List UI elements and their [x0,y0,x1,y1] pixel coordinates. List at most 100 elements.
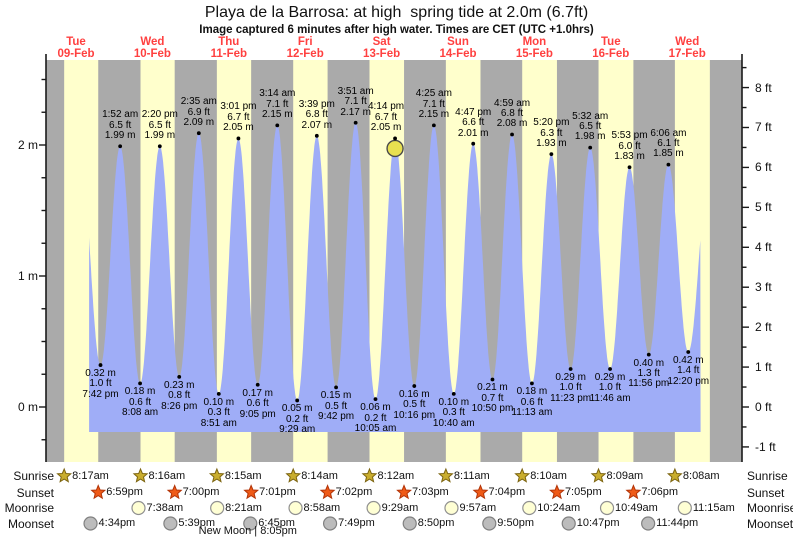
low-tide-label-line2: 0.6 ft [246,398,269,410]
high-tide-label-line3: 2.05 m [223,122,254,134]
moonset-time: 8:50pm [417,517,455,529]
sunset-icon [243,484,260,500]
high-tide-label: 4:59 am 6.8 ft 2.08 m [494,98,530,130]
high-tide-dot [666,162,671,167]
y-axis-label-ft: 6 ft [755,160,772,175]
high-tide-label-line1: 1:52 am [102,109,139,121]
low-tide-label: 0.29 m 1.0 ft 11:46 am [590,372,631,404]
low-tide-label-line2: 0.7 ft [481,392,504,404]
high-tide-label: 5:53 pm 6.0 ft 1.83 m [611,130,647,163]
high-tide-label-line3: 2.07 m [301,119,333,131]
moonset-time: 10:47pm [576,517,620,529]
high-tide-label-line3: 1.99 m [144,130,176,142]
day-name: Wed [675,36,700,48]
moonset-time: 11:44pm [656,517,699,529]
page-title: Playa de la Barrosa: at high spring tide… [204,4,589,21]
high-tide-dot [549,152,554,157]
low-tide-label: 0.29 m 1.0 ft 11:23 pm [550,372,591,404]
tide-area [89,122,701,433]
low-tide-label: 0.21 m 0.7 ft 10:50 pm [472,383,514,415]
low-tide-dot [216,392,221,396]
high-tide-label-line2: 6.0 ft [618,140,641,152]
sunrise-icon [514,467,531,483]
moonrise-time: 10:49am [615,501,658,514]
moonset-time: 6:45pm [258,517,295,529]
low-tide-label: 0.23 m 0.8 ft 8:26 pm [161,380,197,412]
low-tide-label: 0.05 m 0.2 ft 9:29 am [279,403,315,436]
sunrise-icon [361,467,378,483]
high-tide-label: 2:20 pm 6.5 ft 1.99 m [141,109,178,142]
high-tide-dot [471,141,476,146]
low-tide-label-line3: 10:05 am [354,422,397,434]
high-tide-label-line2: 6.5 ft [579,121,602,133]
high-tide-label: 2:35 am 6.9 ft 2.09 m [181,96,217,128]
high-tide-label-line2: 6.6 ft [462,117,485,129]
day-date: 12-Feb [286,48,324,60]
low-tide-label: 0.18 m 0.6 ft 11:13 am [511,386,553,419]
sunset-icon [549,484,565,500]
low-tide-label-line1: 0.05 m [281,403,313,415]
low-tide-label-line1: 0.15 m [320,390,352,402]
moonset-icon [641,516,656,531]
sunset-icon [472,484,489,500]
high-tide-label-line2: 6.1 ft [657,138,680,150]
high-tide-label-line3: 1.93 m [536,137,567,149]
high-tide-label-line3: 1.85 m [653,148,684,160]
day-name: Wed [140,36,165,48]
high-tide-label-line1: 4:47 pm [455,106,492,118]
high-tide-label-line2: 7.1 ft [344,96,367,108]
y-axis-label-ft: 3 ft [755,280,772,295]
low-tide-label: 0.40 m 1.3 ft 11:56 pm [628,358,669,390]
low-tide-label-line3: 8:51 am [200,417,237,429]
high-tide-label-line1: 2:20 pm [141,109,178,121]
y-axis-label-ft: 5 ft [755,200,772,215]
low-tide-label: 0.32 m 1.0 ft 7:42 pm [82,368,118,400]
moonset-icon [243,516,258,531]
high-tide-label-line2: 7.1 ft [422,98,445,110]
sunset-time: 6:59pm [106,486,143,498]
low-tide-label-line1: 0.18 m [516,386,548,398]
y-axis-label-ft: -1 ft [755,439,776,454]
day-name: Sun [447,36,469,48]
moonrise-icon [288,500,303,516]
high-tide-label-line1: 5:20 pm [533,117,570,129]
y-axis-label-m: 2 m [17,138,38,152]
high-tide-label-line2: 7.1 ft [266,98,289,110]
moonrise-icon [366,500,381,516]
sunrise-icon [666,467,683,483]
high-tide-label: 3:39 pm 6.8 ft 2.07 m [299,99,335,131]
low-tide-label-line1: 0.17 m [242,387,273,399]
low-tide-dot [295,398,300,403]
low-tide-label: 0.42 m 1.4 ft 12:20 pm [667,355,709,387]
low-tide-label-line2: 1.0 ft [89,378,112,390]
y-axis-label-ft: 1 ft [755,360,772,375]
low-tide-dot [98,363,103,367]
moonrise-icon [599,500,615,516]
high-tide-label-line3: 1.83 m [614,151,645,163]
low-tide-label-line2: 1.0 ft [598,382,622,394]
day-date: 11-Feb [210,48,248,60]
low-tide-label-line1: 0.10 m [438,396,470,408]
day-date: 13-Feb [363,48,401,60]
low-tide-label-line1: 0.29 m [594,372,626,383]
day-date: 16-Feb [592,48,630,60]
moonset-icon [83,516,98,531]
sunset-time: 7:00pm [182,486,220,498]
high-tide-dot [236,136,241,141]
high-tide-label-line2: 6.8 ft [305,109,328,121]
moonset-row-label-left: Moonset [7,516,54,531]
moonset-icon [402,516,417,531]
moonrise-icon [210,500,225,516]
high-tide-label-line3: 2.01 m [457,127,489,139]
sunset-icon [90,484,107,500]
day-date: 17-Feb [668,48,706,60]
day-name: Thu [218,36,240,48]
low-tide-label-line1: 0.32 m [85,368,116,380]
sunrise-icon [437,467,454,483]
low-tide-dot [608,367,612,371]
low-tide-label-line3: 11:13 am [511,407,553,419]
high-tide-dot [275,123,280,128]
sunrise-time: 8:10am [530,469,567,482]
high-tide-label-line1: 4:14 pm [367,101,405,113]
